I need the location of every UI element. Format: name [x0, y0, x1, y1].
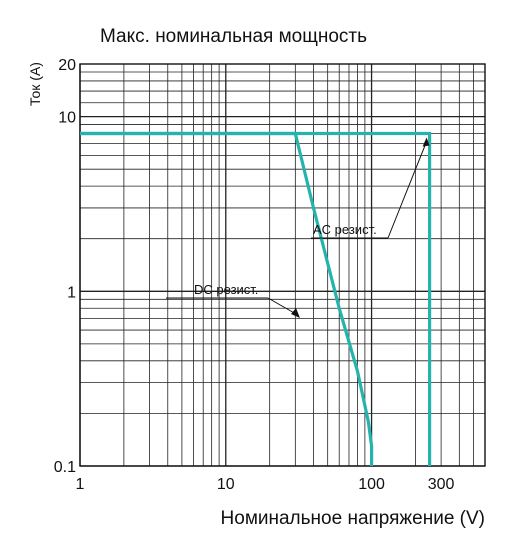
y-axis-label: Ток (A) — [27, 62, 43, 106]
series — [80, 131, 432, 466]
series-line — [80, 131, 374, 466]
y-tick-label: 10 — [58, 110, 76, 127]
annotations: AC резист. DC резист. — [166, 137, 430, 318]
x-tick-label: 300 — [428, 476, 455, 493]
grid — [79, 63, 486, 467]
x-tick-label: 1 — [76, 476, 85, 493]
ac-leader-line — [387, 141, 428, 239]
ac-arrow-head — [422, 137, 430, 147]
dc-leader-line — [267, 297, 297, 315]
plot-frame — [79, 63, 486, 467]
y-tick-label: 1 — [67, 284, 76, 301]
series-line — [80, 131, 432, 466]
ac-series-label: AC резист. — [313, 222, 377, 237]
y-tick-label: 0.1 — [54, 459, 76, 476]
x-axis-label: Номинальное напряжение (V) — [221, 508, 485, 529]
dc-series-label: DC резист. — [194, 282, 258, 297]
chart-title: Макс. номинальная мощность — [100, 26, 367, 47]
y-tick-label: 20 — [58, 57, 76, 74]
x-tick-label: 100 — [358, 476, 385, 493]
x-tick-label: 10 — [217, 476, 235, 493]
dc-arrow-head — [291, 308, 300, 318]
